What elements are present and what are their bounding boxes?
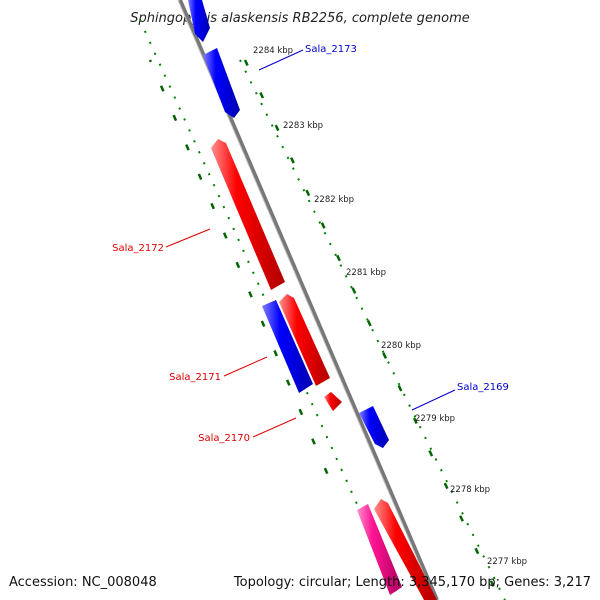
gene-sala-2170b[interactable] <box>324 392 342 411</box>
gene-sala-2169[interactable] <box>359 406 389 448</box>
gene-sala-2171[interactable] <box>262 300 313 393</box>
gc-track-left-dense <box>148 59 332 481</box>
gene-sala-2173[interactable] <box>203 48 240 118</box>
genome-summary-text: Topology: circular; Length: 3,345,170 bp… <box>233 575 591 590</box>
label-sala-2173[interactable]: Sala_2173 <box>305 44 357 55</box>
tick-label-2282: 2282 kbp <box>314 195 354 205</box>
label-sala-2169[interactable]: Sala_2169 <box>457 382 509 393</box>
label-sala-2171[interactable]: Sala_2171 <box>169 372 221 383</box>
leader-sala-2169 <box>411 389 456 411</box>
gene-red-bottom[interactable] <box>374 499 437 600</box>
gene-sala-2174-partial[interactable] <box>188 0 210 42</box>
map-title: Sphingopyxis alaskensis RB2256, complete… <box>130 11 470 26</box>
tick-label-2281: 2281 kbp <box>346 268 386 278</box>
tick-label-2283: 2283 kbp <box>283 121 323 131</box>
leader-sala-2170 <box>252 417 297 438</box>
tick-label-2284: 2284 kbp <box>253 46 293 56</box>
label-sala-2170[interactable]: Sala_2170 <box>198 433 250 444</box>
gene-sala-2172[interactable] <box>211 139 285 290</box>
leader-sala-2173 <box>258 49 304 71</box>
gc-track-right <box>239 59 506 600</box>
tick-label-2277: 2277 kbp <box>487 557 527 567</box>
feature-pink[interactable] <box>357 504 402 595</box>
label-sala-2172[interactable]: Sala_2172 <box>112 243 164 254</box>
tick-label-2279: 2279 kbp <box>415 414 455 424</box>
gene-labels: Sala_2173 Sala_2172 Sala_2171 Sala_2170 … <box>112 44 509 444</box>
tick-label-2278: 2278 kbp <box>450 485 490 495</box>
tick-labels: 2284 kbp 2283 kbp 2282 kbp 2281 kbp 2280… <box>253 46 527 567</box>
leader-sala-2171 <box>223 356 268 377</box>
gc-track-left <box>139 19 401 600</box>
gene-sala-2170[interactable] <box>279 294 330 386</box>
accession-text: Accession: NC_008048 <box>9 575 157 590</box>
leader-sala-2172 <box>165 228 211 248</box>
tick-label-2280: 2280 kbp <box>381 341 421 351</box>
